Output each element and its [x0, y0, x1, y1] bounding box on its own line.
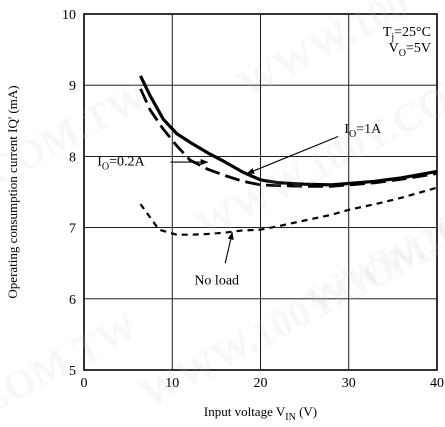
x-tick-label: 30 [342, 376, 356, 391]
condition-vo: VO=5V [389, 41, 431, 59]
series-line-io-0-2a [139, 88, 438, 188]
x-tick-label: 0 [81, 376, 88, 391]
annotation-arrow [246, 135, 339, 174]
series-line-no-load [139, 186, 438, 236]
y-tick-label: 7 [69, 222, 76, 237]
y-tick-label: 10 [62, 8, 76, 23]
series-label-io-0-2a: IO=0.2A [97, 155, 145, 173]
series-line-io-1a [139, 75, 438, 187]
y-tick-label: 5 [69, 364, 76, 379]
x-axis-title: Input voltage VIN (V) [204, 404, 317, 423]
y-tick-label: 9 [69, 79, 76, 94]
plot-frame [83, 13, 438, 371]
x-tick-label: 20 [254, 376, 268, 391]
x-tick-label: 40 [430, 376, 444, 391]
series-label-io-1a: IO=1A [344, 122, 382, 140]
series-label-no-load: No load [194, 274, 239, 289]
series-group [139, 75, 438, 236]
y-tick-label: 6 [69, 293, 76, 308]
grid [83, 13, 438, 371]
y-tick-label: 8 [69, 150, 76, 165]
x-tick-label: 10 [165, 376, 179, 391]
annotations: IO=1A IO=0.2A No load [97, 122, 382, 289]
tick-labels: 0 10 20 30 40 5 6 7 8 9 10 [62, 8, 444, 391]
y-axis-title: Operating consumption current IQ' (mA) [5, 85, 20, 298]
condition-tj: Tj=25°C [383, 25, 431, 43]
annotation-arrow [224, 231, 234, 264]
